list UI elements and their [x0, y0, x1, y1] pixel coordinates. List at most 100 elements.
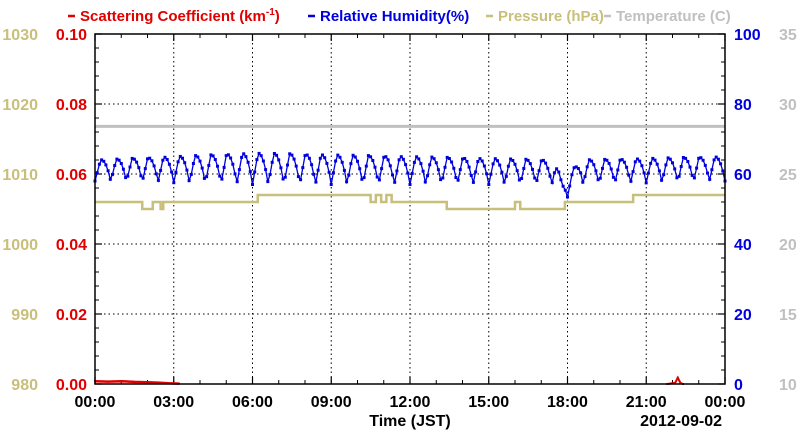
humidity-point [275, 153, 279, 157]
humidity-point [625, 165, 629, 169]
humidity-point [307, 156, 311, 160]
humidity-point [401, 157, 405, 161]
humidity-point [410, 171, 414, 175]
humidity-point [360, 177, 364, 181]
humidity-tick-label: 20 [734, 307, 752, 324]
humidity-point [502, 180, 506, 184]
humidity-point [541, 158, 545, 162]
humidity-point [480, 159, 484, 163]
humidity-point [566, 195, 569, 199]
x-tick-label: 21:00 [626, 394, 667, 411]
humidity-point [231, 162, 235, 166]
humidity-point [583, 175, 587, 179]
humidity-point [362, 176, 366, 180]
humidity-point [216, 164, 219, 168]
humidity-point [633, 160, 637, 164]
scattering-point [133, 380, 136, 383]
humidity-point [380, 167, 384, 171]
humidity-point [471, 180, 475, 184]
humidity-point [251, 183, 254, 186]
humidity-point [701, 158, 705, 162]
humidity-point [614, 178, 618, 182]
humidity-point [124, 176, 128, 180]
humidity-point [301, 166, 305, 170]
humidity-point [611, 175, 615, 179]
humidity-point [572, 166, 576, 170]
humidity-point [679, 165, 683, 168]
humidity-point [331, 171, 335, 175]
temperature-tick-label: 30 [779, 97, 797, 114]
humidity-line [94, 152, 726, 200]
humidity-point [115, 157, 119, 161]
humidity-point [636, 157, 639, 161]
humidity-point [391, 173, 394, 177]
humidity-point [684, 156, 688, 160]
plot-frame [94, 33, 726, 385]
humidity-point [336, 153, 340, 157]
humidity-point [358, 167, 362, 171]
humidity-point [476, 160, 480, 163]
humidity-point [563, 188, 567, 192]
humidity-point [585, 165, 589, 169]
humidity-point [489, 172, 493, 176]
humidity-point [399, 155, 403, 159]
humidity-point [594, 169, 598, 173]
humidity-point [601, 166, 604, 170]
humidity-point [329, 183, 333, 186]
scattering-tick-label: 0.04 [56, 237, 87, 254]
temperature-tick-label: 15 [779, 307, 797, 324]
humidity-point [181, 156, 184, 160]
humidity-point [428, 163, 432, 167]
scattering-point [157, 381, 159, 384]
humidity-point [369, 155, 373, 159]
humidity-point [242, 152, 246, 156]
humidity-point [373, 165, 377, 169]
humidity-point [364, 164, 368, 168]
humidity-point [561, 184, 565, 188]
humidity-point [506, 164, 510, 168]
humidity-point [281, 177, 285, 181]
humidity-point [176, 160, 180, 164]
x-tick-label: 00:00 [705, 394, 746, 411]
humidity-point [299, 178, 303, 182]
humidity-point [657, 169, 661, 173]
humidity-point [596, 178, 600, 182]
humidity-point [292, 157, 296, 161]
humidity-point [474, 170, 478, 174]
humidity-point [467, 165, 471, 169]
humidity-point [165, 158, 169, 161]
humidity-point [622, 160, 626, 164]
humidity-point [288, 152, 292, 156]
humidity-point [526, 158, 530, 162]
legend-superscript: -1 [266, 7, 275, 18]
humidity-point [261, 159, 265, 163]
humidity-point [272, 152, 276, 155]
humidity-point [447, 157, 451, 160]
humidity-point [397, 158, 401, 162]
humidity-point [673, 167, 677, 171]
humidity-point [191, 162, 195, 165]
humidity-point [167, 162, 171, 166]
humidity-point [356, 159, 359, 163]
humidity-point [436, 168, 440, 172]
humidity-point [642, 171, 646, 175]
humidity-tick-label: 0 [734, 377, 743, 394]
legend-label: Scattering Coefficient (km-1) [80, 7, 280, 25]
legend-label: Pressure (hPa) [498, 8, 604, 25]
humidity-point [237, 168, 241, 172]
humidity-point [95, 171, 99, 175]
humidity-point [590, 159, 594, 163]
humidity-point [662, 173, 666, 177]
legend-item: Pressure (hPa) [486, 8, 604, 25]
humidity-point [668, 157, 672, 161]
humidity-point [485, 172, 489, 176]
humidity-point [222, 165, 226, 169]
humidity-point [699, 156, 703, 160]
humidity-point [415, 155, 419, 159]
humidity-point [108, 177, 112, 181]
humidity-point [469, 174, 473, 177]
humidity-point [342, 168, 346, 172]
humidity-point [130, 156, 134, 160]
humidity-point [163, 155, 167, 159]
humidity-point [531, 167, 534, 171]
